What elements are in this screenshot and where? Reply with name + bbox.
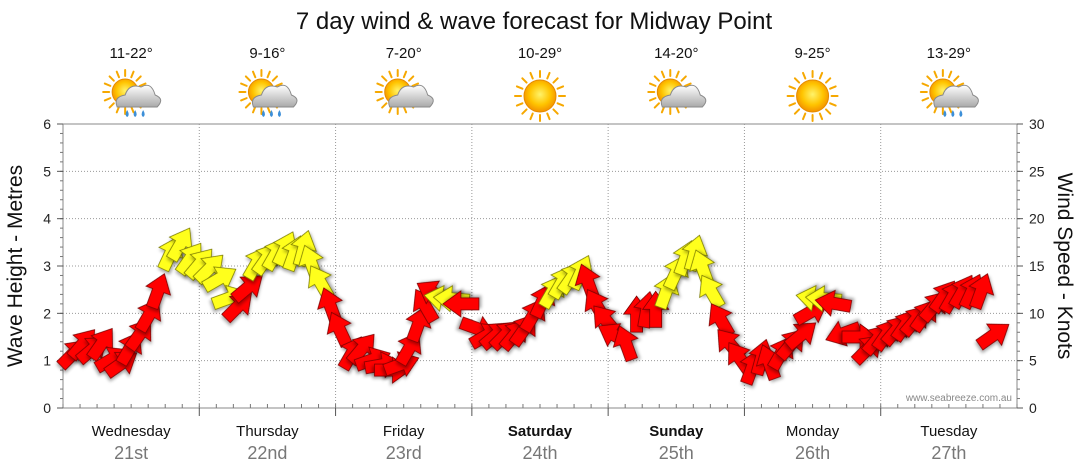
left-tick-label: 2	[43, 305, 51, 321]
right-tick-label: 5	[1029, 353, 1037, 369]
right-axis-ticks: 0 5 10 15 20 25 30	[1017, 116, 1045, 416]
left-axis-ticks: 0 1 2 3 4 5 6	[43, 116, 63, 416]
temperature-range: 10-29°	[518, 45, 562, 62]
day-name: Monday	[786, 423, 840, 440]
day-name: Wednesday	[92, 423, 171, 440]
wind-arrow	[221, 292, 252, 324]
sun-cloud-rain-icon	[919, 69, 979, 117]
daily-temperatures: 11-22° 9-16° 7-20° 10-29° 14-20° 9-25° 13-29°	[110, 45, 972, 62]
temperature-range: 14-20°	[654, 45, 698, 62]
temperature-range: 9-16°	[249, 45, 285, 62]
sun-icon	[514, 70, 566, 122]
daily-weather-icons	[102, 69, 979, 122]
day-date: 21st	[114, 443, 148, 463]
temperature-range: 7-20°	[386, 45, 422, 62]
left-tick-label: 4	[43, 211, 51, 227]
wind-arrow	[783, 322, 817, 352]
day-name: Sunday	[649, 423, 704, 440]
right-tick-label: 10	[1029, 305, 1045, 321]
wind-arrows	[56, 227, 1010, 386]
day-date: 23rd	[386, 443, 422, 463]
day-date: 22nd	[247, 443, 287, 463]
sun-cloud-icon	[647, 69, 707, 115]
wind-arrow	[814, 289, 853, 317]
sun-cloud-rain-icon	[238, 69, 298, 117]
day-labels: Wednesday 21st Thursday 22nd Friday 23rd Satur…	[92, 423, 978, 463]
wind-arrow	[145, 273, 172, 311]
day-name: Thursday	[236, 423, 299, 440]
day-name: Tuesday	[920, 423, 977, 440]
sun-cloud-icon	[374, 69, 434, 115]
day-name: Saturday	[508, 423, 573, 440]
right-axis-title: Wind Speed - Knots	[1053, 173, 1076, 360]
day-name: Friday	[383, 423, 425, 440]
wind-arrow	[975, 323, 1010, 351]
day-date: 26th	[795, 443, 830, 463]
left-tick-label: 3	[43, 258, 51, 274]
wind-arrow	[442, 290, 480, 318]
day-date: 25th	[659, 443, 694, 463]
watermark: www.seabreeze.com.au	[905, 393, 1012, 404]
left-tick-label: 0	[43, 400, 51, 416]
right-tick-label: 25	[1029, 163, 1045, 179]
temperature-range: 13-29°	[927, 45, 971, 62]
day-date: 24th	[522, 443, 557, 463]
sun-icon	[786, 70, 839, 122]
wind-arrow	[612, 325, 639, 363]
sun-cloud-rain-icon	[102, 69, 162, 117]
left-axis-title: Wave Height - Metres	[4, 165, 27, 367]
chart-title: 7 day wind & wave forecast for Midway Po…	[296, 8, 773, 35]
right-tick-label: 15	[1029, 258, 1045, 274]
right-tick-label: 30	[1029, 116, 1045, 132]
day-date: 27th	[931, 443, 966, 463]
left-tick-label: 6	[43, 116, 51, 132]
wind-arrow	[968, 273, 995, 311]
wind-arrow	[699, 274, 726, 311]
temperature-range: 9-25°	[795, 45, 831, 62]
minor-tick-marks	[60, 123, 1020, 409]
temperature-range: 11-22°	[110, 45, 153, 62]
left-tick-label: 5	[43, 163, 51, 179]
wind-arrow	[230, 275, 263, 304]
right-tick-label: 0	[1029, 400, 1037, 416]
right-tick-label: 20	[1029, 211, 1045, 227]
left-tick-label: 1	[43, 353, 51, 369]
